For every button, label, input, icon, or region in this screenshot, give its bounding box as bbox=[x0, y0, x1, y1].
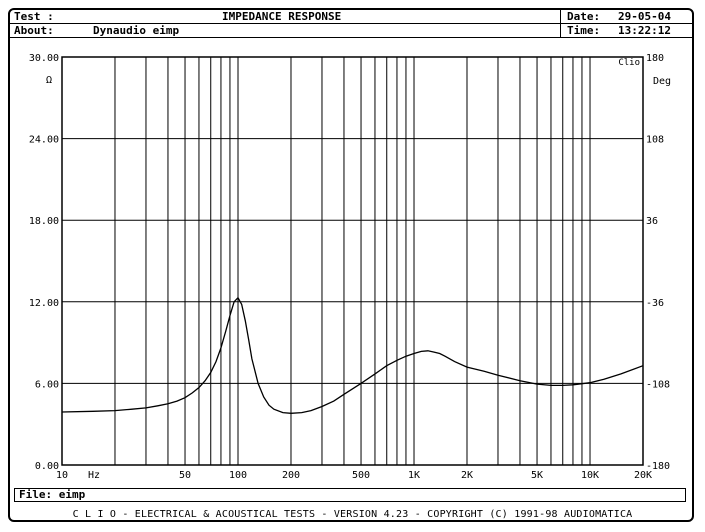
y-right-tick-label: -180 bbox=[646, 461, 670, 472]
time-label: Time: bbox=[567, 24, 601, 37]
y-left-tick-label: 12.00 bbox=[29, 298, 59, 309]
y-right-tick-label: 108 bbox=[646, 135, 664, 146]
page-title: IMPEDANCE RESPONSE bbox=[222, 10, 342, 23]
y-right-tick-label: -108 bbox=[646, 379, 670, 390]
y-left-tick-label: 6.00 bbox=[35, 379, 59, 390]
x-tick-label: 20K bbox=[634, 470, 652, 481]
x-tick-label: 5K bbox=[531, 470, 543, 481]
header-vsep bbox=[560, 9, 561, 37]
y-left-tick-label: 24.00 bbox=[29, 135, 59, 146]
y-left-tick-label: 0.00 bbox=[35, 461, 59, 472]
y-right-tick-label: 36 bbox=[646, 216, 658, 227]
x-tick-label: 200 bbox=[282, 470, 300, 481]
y-right-tick-label: 180 bbox=[646, 53, 664, 64]
header-divider-2 bbox=[10, 37, 694, 38]
clio-watermark: Clio bbox=[618, 58, 640, 68]
x-tick-label: 1K bbox=[408, 470, 420, 481]
y-left-tick-label: 30.00 bbox=[29, 53, 59, 64]
x-tick-label: 100 bbox=[229, 470, 247, 481]
file-name: eimp bbox=[58, 488, 86, 501]
file-label: File: bbox=[19, 488, 53, 501]
x-tick-label: 10 bbox=[56, 470, 68, 481]
chart-grid bbox=[61, 56, 644, 466]
footer-banner: C L I O - ELECTRICAL & ACOUSTICAL TESTS … bbox=[72, 509, 633, 520]
chart-labels: 0.00 6.00 12.00 18.00 24.00 30.00 -180 -108 -36 3… bbox=[29, 53, 671, 481]
x-tick-label: 10K bbox=[581, 470, 599, 481]
plot-border bbox=[61, 56, 644, 466]
date-label: Date: bbox=[567, 10, 601, 23]
x-tick-label: 500 bbox=[352, 470, 370, 481]
file-box: File: eimp bbox=[14, 488, 686, 502]
about-value: Dynaudio eimp bbox=[93, 24, 180, 37]
header-divider-1 bbox=[10, 23, 694, 24]
x-unit-label: Hz bbox=[88, 470, 100, 481]
impedance-curve bbox=[61, 296, 644, 414]
test-label: Test : bbox=[14, 10, 54, 23]
series-layer bbox=[61, 296, 644, 414]
time-value: 13:22:12 bbox=[618, 24, 671, 37]
x-tick-label: 2K bbox=[461, 470, 473, 481]
about-label: About: bbox=[14, 24, 54, 37]
y-left-unit: Ω bbox=[46, 75, 52, 86]
window-frame bbox=[8, 8, 694, 522]
y-right-tick-label: -36 bbox=[646, 298, 664, 309]
date-value: 29-05-04 bbox=[618, 10, 671, 23]
x-tick-label: 50 bbox=[179, 470, 191, 481]
y-right-unit: Deg bbox=[653, 76, 671, 87]
y-left-tick-label: 18.00 bbox=[29, 216, 59, 227]
